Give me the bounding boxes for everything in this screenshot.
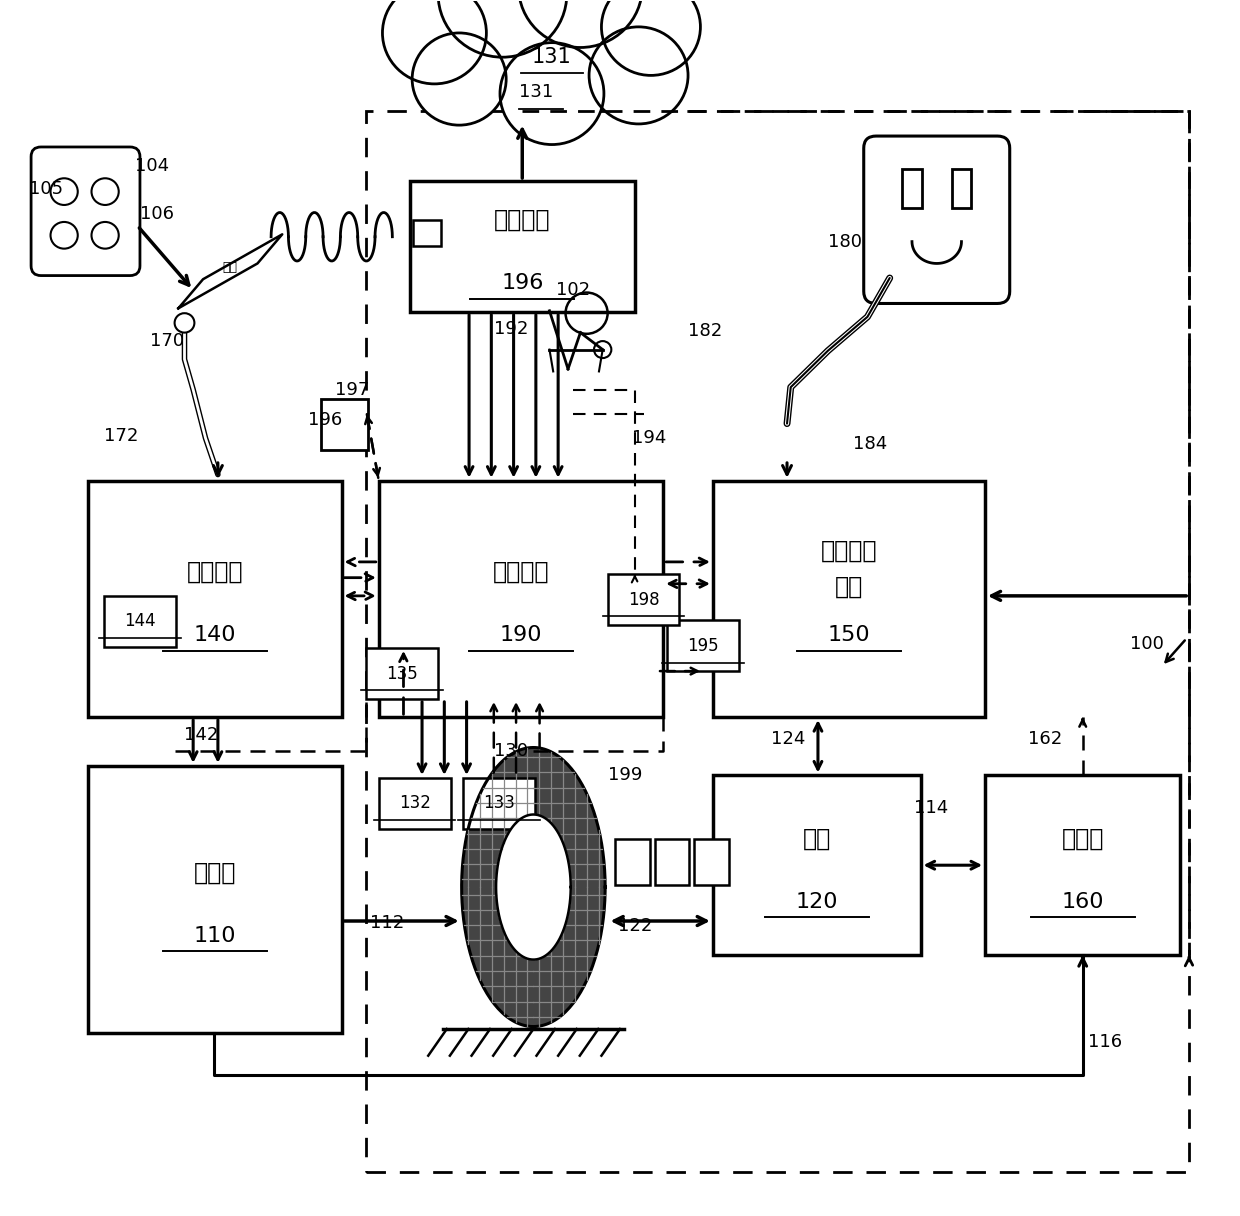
Text: 198: 198	[627, 591, 660, 608]
Polygon shape	[179, 235, 283, 309]
Text: 112: 112	[370, 914, 404, 933]
Circle shape	[500, 43, 604, 145]
Text: 装置: 装置	[835, 575, 863, 598]
Text: 197: 197	[336, 381, 370, 399]
Text: 196: 196	[501, 272, 543, 293]
Text: 131: 131	[532, 47, 572, 67]
Text: 144: 144	[124, 613, 156, 630]
Text: 马达: 马达	[802, 827, 831, 850]
Bar	[608, 574, 680, 625]
Text: 104: 104	[135, 157, 169, 175]
Text: 195: 195	[687, 637, 719, 654]
Bar	[409, 181, 635, 313]
Circle shape	[412, 33, 506, 125]
Text: 110: 110	[193, 925, 236, 946]
Bar	[985, 776, 1180, 955]
Text: 132: 132	[399, 794, 430, 812]
Text: 140: 140	[193, 625, 236, 646]
Text: 180: 180	[828, 232, 862, 250]
Text: 196: 196	[309, 411, 342, 429]
Text: 192: 192	[494, 320, 528, 338]
Text: 122: 122	[618, 917, 652, 935]
Circle shape	[589, 27, 688, 124]
Text: 106: 106	[140, 204, 174, 223]
Bar	[615, 839, 650, 884]
Text: 182: 182	[688, 322, 722, 340]
Polygon shape	[461, 748, 605, 1026]
Text: 116: 116	[1087, 1034, 1122, 1052]
Bar	[901, 169, 921, 208]
Circle shape	[175, 314, 195, 333]
Text: 133: 133	[482, 794, 515, 812]
Bar	[321, 399, 367, 450]
Bar	[713, 480, 985, 717]
Text: 131: 131	[518, 84, 553, 101]
Bar	[378, 778, 450, 829]
Polygon shape	[496, 815, 570, 959]
Text: 199: 199	[608, 766, 642, 784]
Text: 114: 114	[914, 799, 949, 817]
Bar	[463, 778, 534, 829]
Circle shape	[518, 0, 642, 47]
Text: 控制系统: 控制系统	[492, 561, 549, 584]
FancyBboxPatch shape	[864, 136, 1009, 304]
Text: 160: 160	[1061, 891, 1104, 912]
Text: 130: 130	[494, 742, 528, 760]
Bar	[366, 111, 1189, 1172]
Bar	[694, 839, 729, 884]
Text: 184: 184	[853, 435, 887, 454]
Text: 发电机: 发电机	[1061, 827, 1104, 850]
Text: 消息中心: 消息中心	[494, 208, 551, 232]
Bar	[713, 776, 920, 955]
Bar	[413, 220, 440, 247]
Text: 194: 194	[632, 429, 667, 447]
Text: 190: 190	[500, 625, 542, 646]
Bar	[104, 596, 176, 647]
FancyBboxPatch shape	[31, 147, 140, 276]
Text: 170: 170	[150, 332, 184, 350]
Bar	[655, 839, 689, 884]
Circle shape	[438, 0, 567, 57]
Text: 燃料系统: 燃料系统	[186, 561, 243, 584]
Text: 142: 142	[185, 726, 219, 744]
Circle shape	[382, 0, 486, 84]
Circle shape	[601, 0, 701, 75]
Text: 102: 102	[556, 281, 590, 299]
Text: 172: 172	[104, 427, 139, 445]
Text: 135: 135	[387, 664, 418, 682]
Text: 120: 120	[796, 891, 838, 912]
Text: 100: 100	[1130, 636, 1163, 653]
Bar	[88, 766, 342, 1032]
Text: 124: 124	[771, 730, 805, 748]
Bar	[667, 620, 739, 671]
Bar	[951, 169, 971, 208]
Text: 105: 105	[29, 180, 63, 198]
Bar	[378, 480, 663, 717]
Bar	[366, 648, 438, 699]
Text: 能量存储: 能量存储	[821, 539, 877, 562]
Bar	[88, 480, 342, 717]
Text: 150: 150	[827, 625, 870, 646]
Text: 燃料: 燃料	[223, 261, 238, 274]
Text: 发动机: 发动机	[193, 861, 236, 884]
Text: 162: 162	[1028, 730, 1063, 748]
